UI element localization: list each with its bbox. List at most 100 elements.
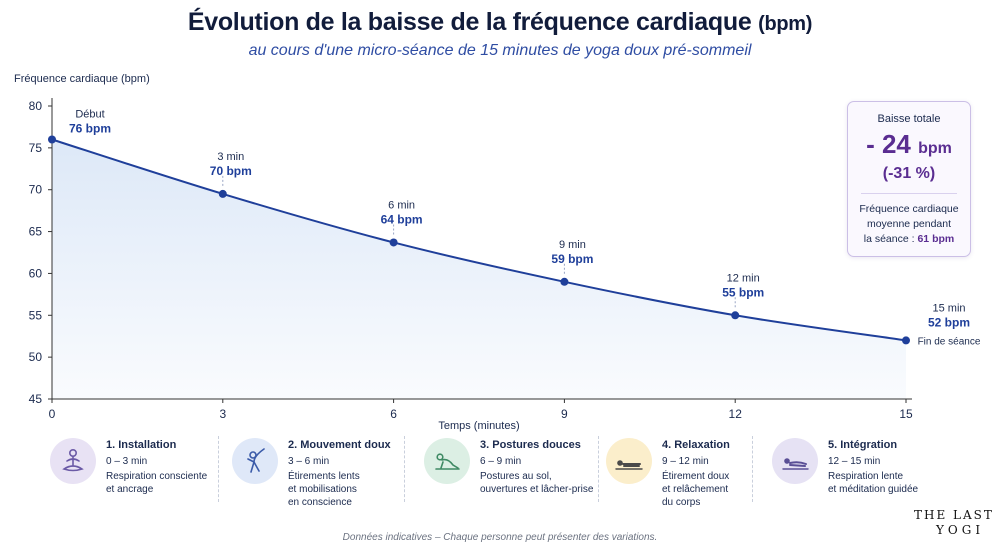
y-tick-label: 65: [29, 225, 43, 239]
point-label-title: 15 min: [932, 302, 965, 314]
x-tick-label: 9: [561, 407, 568, 421]
phase-desc-line: Étirement doux: [662, 471, 730, 482]
phase-desc-line: et mobilisations: [288, 484, 357, 495]
point-label-value: 59 bpm: [551, 252, 593, 266]
phase-divider: [218, 436, 219, 502]
phase-time: 12 – 15 min: [828, 456, 881, 467]
point-label-value: 55 bpm: [722, 285, 764, 299]
phase-relaxation: 4. Relaxation 9 – 12 min Étirement doux …: [596, 432, 776, 514]
summary-average-value: 61 bpm: [917, 233, 955, 245]
x-tick-label: 12: [729, 407, 743, 421]
chart-title: Évolution de la baisse de la fréquence c…: [0, 8, 1000, 37]
summary-desc-label: la séance :: [863, 233, 915, 245]
y-tick-label: 55: [29, 308, 43, 322]
data-point: [389, 238, 398, 247]
point-label-value: 76 bpm: [69, 121, 111, 135]
y-tick-label: 60: [29, 266, 43, 280]
x-tick-label: 15: [899, 407, 913, 421]
data-point: [560, 277, 569, 286]
point-label-extra: Fin de séance: [918, 336, 981, 347]
floor-pose-icon: [424, 438, 470, 484]
logo-line2: YOGI: [936, 523, 985, 537]
phase-time: 9 – 12 min: [662, 456, 709, 467]
x-tick-label: 0: [49, 407, 56, 421]
phase-integration: 5. Intégration 12 – 15 min Respiration l…: [762, 432, 942, 514]
point-label-title: 3 min: [217, 151, 244, 163]
area-fill: [52, 139, 906, 399]
total-decrease-card: Baisse totale - 24 bpm (-31 %) Fréquence…: [847, 101, 971, 257]
phase-desc-line: et méditation guidée: [828, 484, 919, 495]
phase-mouvement-doux: 2. Mouvement doux 3 – 6 min Étirements l…: [222, 432, 402, 514]
y-tick-label: 70: [29, 183, 43, 197]
summary-desc-line1: Fréquence cardiaque: [859, 203, 959, 215]
phase-desc-line: ouvertures et lâcher-prise: [480, 484, 594, 495]
phase-title: 4. Relaxation: [662, 439, 730, 451]
rest-pose-icon: [772, 438, 818, 484]
point-label-title: Début: [75, 108, 104, 120]
chart-title-text: Évolution de la baisse de la fréquence c…: [187, 8, 752, 36]
point-label-value: 64 bpm: [381, 212, 423, 226]
data-point: [218, 189, 227, 198]
session-phases: 1. Installation 0 – 3 min Respiration co…: [40, 432, 940, 514]
summary-percent: (-31 %): [882, 165, 936, 182]
summary-value: - 24 bpm: [848, 129, 970, 164]
phase-text: 3. Postures douces 6 – 9 min Postures au…: [480, 438, 610, 496]
chart-title-unit: (bpm): [758, 13, 813, 35]
summary-desc-line2: moyenne pendant: [866, 218, 952, 230]
y-tick-label: 80: [29, 99, 43, 113]
point-label-title: 9 min: [559, 239, 586, 251]
phase-desc-line: Respiration consciente: [106, 471, 208, 482]
summary-value-number: - 24: [866, 129, 911, 159]
phase-divider: [598, 436, 599, 502]
point-label-title: 6 min: [388, 199, 415, 211]
phase-desc-line: et ancrage: [106, 484, 154, 495]
chart-subtitle: au cours d'une micro-séance de 15 minute…: [248, 42, 752, 59]
y-tick-label: 50: [29, 350, 43, 364]
phase-installation: 1. Installation 0 – 3 min Respiration co…: [40, 432, 220, 514]
phase-desc-line: du corps: [662, 497, 701, 508]
lying-pose-icon: [606, 438, 652, 484]
stretch-icon: [232, 438, 278, 484]
y-tick-label: 45: [29, 392, 43, 406]
phase-divider: [752, 436, 753, 502]
logo-line1: THE LAST: [914, 508, 994, 522]
phase-divider: [404, 436, 405, 502]
summary-desc-line3: la séance : 61 bpm: [854, 232, 964, 247]
x-tick-label: 3: [219, 407, 226, 421]
summary-divider: [861, 193, 957, 194]
phase-title: 1. Installation: [106, 439, 177, 451]
y-tick-label: 75: [29, 141, 43, 155]
brand-logo: THE LAST YOGI: [914, 508, 994, 538]
point-label-value: 70 bpm: [210, 164, 252, 178]
phase-time: 0 – 3 min: [106, 456, 148, 467]
phase-desc-line: en conscience: [288, 497, 352, 508]
phase-desc-line: Respiration lente: [828, 471, 904, 482]
data-point: [731, 311, 740, 320]
phase-text: 1. Installation 0 – 3 min Respiration co…: [106, 438, 224, 496]
x-axis-label: Temps (minutes): [438, 420, 519, 432]
phase-title: 5. Intégration: [828, 439, 898, 451]
phase-text: 2. Mouvement doux 3 – 6 min Étirements l…: [288, 438, 406, 509]
y-axis-label: Fréquence cardiaque (bpm): [14, 73, 150, 85]
x-tick-label: 6: [390, 407, 397, 421]
meditation-icon: [50, 438, 96, 484]
data-point: [902, 336, 910, 345]
phase-desc-line: Étirements lents: [288, 471, 360, 482]
phase-desc-line: Postures au sol,: [480, 471, 552, 482]
series-line: [51, 138, 907, 342]
phase-text: 5. Intégration 12 – 15 min Respiration l…: [828, 438, 946, 496]
point-label-value: 52 bpm: [928, 315, 970, 329]
summary-description: Fréquence cardiaque moyenne pendant la s…: [848, 202, 970, 247]
summary-value-unit: bpm: [918, 140, 952, 157]
point-label-title: 12 min: [727, 272, 760, 284]
phase-desc-line: et relâchement: [662, 484, 729, 495]
footnote: Données indicatives – Chaque personne pe…: [342, 532, 658, 543]
phase-title: 3. Postures douces: [480, 439, 581, 451]
summary-title: Baisse totale: [877, 113, 941, 125]
phase-title: 2. Mouvement doux: [288, 439, 391, 451]
data-point: [48, 135, 56, 144]
phase-text: 4. Relaxation 9 – 12 min Étirement doux …: [662, 438, 780, 509]
phase-postures-douces: 3. Postures douces 6 – 9 min Postures au…: [414, 432, 594, 514]
phase-time: 6 – 9 min: [480, 456, 522, 467]
phase-time: 3 – 6 min: [288, 456, 330, 467]
